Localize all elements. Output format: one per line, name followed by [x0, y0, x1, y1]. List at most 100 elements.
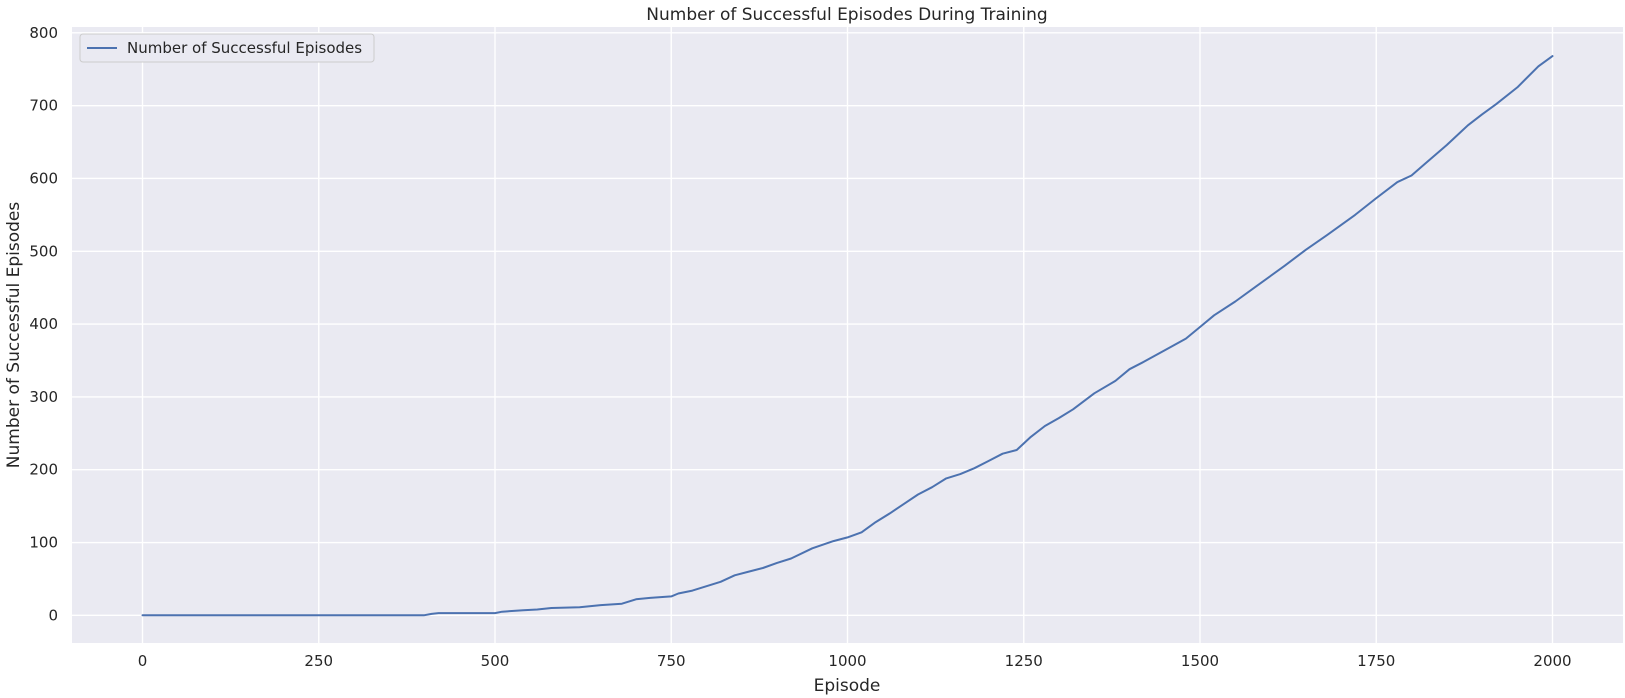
data-point: [423, 614, 425, 616]
x-tick-label: 500: [481, 652, 510, 670]
y-tick-label: 300: [29, 388, 58, 406]
y-tick-label: 800: [29, 24, 58, 42]
data-point: [536, 608, 538, 610]
data-point: [959, 473, 961, 475]
grid-lines: [72, 27, 1623, 643]
x-tick-labels: 0 250 500 750 1000 1250 1500 1750 2000: [138, 652, 1572, 670]
data-point: [1396, 181, 1398, 183]
data-point: [748, 570, 750, 572]
data-point: [903, 503, 905, 505]
y-tick-label: 500: [29, 242, 58, 260]
data-point: [1551, 55, 1553, 57]
data-point: [973, 467, 975, 469]
x-tick-label: 750: [657, 652, 686, 670]
y-tick-label: 700: [29, 97, 58, 115]
data-point: [600, 604, 602, 606]
data-point: [734, 574, 736, 576]
data-point: [1199, 326, 1201, 328]
data-point: [875, 521, 877, 523]
data-point: [931, 486, 933, 488]
data-point: [1495, 103, 1497, 105]
y-tick-label: 600: [29, 169, 58, 187]
data-point: [1269, 275, 1271, 277]
data-point: [353, 614, 355, 616]
data-point: [1340, 224, 1342, 226]
data-point: [578, 606, 580, 608]
data-point: [1016, 449, 1018, 451]
data-point: [776, 562, 778, 564]
data-point: [1481, 113, 1483, 115]
legend-box: [79, 33, 375, 63]
y-axis-title: Number of Successful Episodes: [4, 202, 24, 469]
data-point: [1142, 361, 1144, 363]
data-point: [494, 612, 496, 614]
data-point: [1093, 392, 1095, 394]
series-line: [141, 55, 1554, 617]
data-point: [212, 614, 214, 616]
x-tick-label: 250: [304, 652, 333, 670]
x-tick-label: 1500: [1181, 652, 1219, 670]
data-point: [846, 536, 848, 538]
data-point: [1072, 408, 1074, 410]
data-point: [621, 603, 623, 605]
x-tick-label: 2000: [1533, 652, 1571, 670]
data-point: [522, 609, 524, 611]
data-point: [1234, 300, 1236, 302]
data-point: [1446, 144, 1448, 146]
data-point: [649, 597, 651, 599]
x-axis-title: Episode: [814, 676, 881, 696]
data-point: [832, 540, 834, 542]
data-point: [670, 595, 672, 597]
data-point: [1128, 368, 1130, 370]
legend-label: Number of Successful Episodes: [127, 39, 362, 57]
data-point: [1185, 337, 1187, 339]
data-point: [1030, 436, 1032, 438]
data-point: [1375, 197, 1377, 199]
data-point: [501, 611, 503, 613]
data-point: [1424, 162, 1426, 164]
x-tick-label: 1750: [1357, 652, 1395, 670]
y-tick-label: 400: [29, 315, 58, 333]
data-point: [917, 493, 919, 495]
data-point: [987, 460, 989, 462]
data-point: [945, 477, 947, 479]
data-point: [860, 531, 862, 533]
x-tick-label: 0: [138, 652, 148, 670]
data-point: [705, 585, 707, 587]
data-point: [430, 613, 432, 615]
data-point: [1213, 314, 1215, 316]
data-point: [1326, 234, 1328, 236]
data-point: [282, 614, 284, 616]
data-point: [1305, 249, 1307, 251]
data-point: [691, 589, 693, 591]
data-point: [1255, 285, 1257, 287]
data-point: [1516, 86, 1518, 88]
data-point: [1058, 417, 1060, 419]
data-point: [1044, 425, 1046, 427]
x-tick-label: 1250: [1005, 652, 1043, 670]
data-point: [1283, 265, 1285, 267]
data-point: [437, 612, 439, 614]
y-tick-label: 200: [29, 461, 58, 479]
data-point: [762, 567, 764, 569]
data-point: [1537, 65, 1539, 67]
data-point: [1001, 453, 1003, 455]
y-tick-labels: 0 100 200 300 400 500 600 700 800: [29, 24, 58, 625]
data-point: [790, 557, 792, 559]
data-point: [635, 598, 637, 600]
data-point: [677, 592, 679, 594]
data-point: [1114, 380, 1116, 382]
series-layer: [141, 55, 1554, 617]
y-tick-label: 0: [48, 606, 58, 624]
x-tick-label: 1000: [828, 652, 866, 670]
y-tick-label: 100: [29, 534, 58, 552]
data-point: [550, 607, 552, 609]
data-point: [1164, 349, 1166, 351]
data-point: [1410, 174, 1412, 176]
data-point: [719, 581, 721, 583]
data-point: [889, 512, 891, 514]
chart-title: Number of Successful Episodes During Tra…: [646, 5, 1047, 25]
data-point: [1467, 124, 1469, 126]
